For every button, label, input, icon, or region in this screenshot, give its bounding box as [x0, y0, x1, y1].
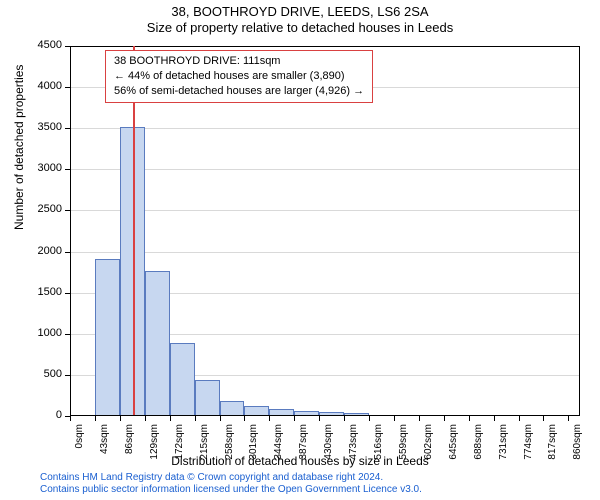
- y-tick-label: 1500: [12, 286, 62, 298]
- y-tick-label: 3000: [12, 162, 62, 174]
- y-tick-label: 2000: [12, 245, 62, 257]
- y-tick-mark: [65, 87, 70, 88]
- x-tick-mark: [419, 416, 420, 421]
- plot-top-border: [70, 46, 580, 47]
- gridline: [71, 128, 579, 129]
- x-axis: [70, 415, 580, 416]
- attribution: Contains HM Land Registry data © Crown c…: [40, 472, 422, 496]
- gridline: [71, 210, 579, 211]
- x-tick-mark: [319, 416, 320, 421]
- x-tick-mark: [195, 416, 196, 421]
- y-tick-label: 1000: [12, 327, 62, 339]
- attribution-line-1: Contains HM Land Registry data © Crown c…: [40, 472, 422, 484]
- y-axis: [70, 46, 71, 416]
- y-tick-mark: [65, 252, 70, 253]
- histogram-bar: [244, 406, 269, 415]
- y-tick-label: 4500: [12, 39, 62, 51]
- x-tick-mark: [494, 416, 495, 421]
- x-tick-mark: [70, 416, 71, 421]
- x-tick-mark: [120, 416, 121, 421]
- histogram-bar: [269, 409, 294, 415]
- y-tick-label: 3500: [12, 121, 62, 133]
- y-tick-mark: [65, 375, 70, 376]
- title-subtitle: Size of property relative to detached ho…: [0, 20, 600, 36]
- histogram-bar: [145, 271, 170, 415]
- y-tick-label: 2500: [12, 203, 62, 215]
- x-tick-mark: [145, 416, 146, 421]
- y-tick-mark: [65, 210, 70, 211]
- x-tick-mark: [95, 416, 96, 421]
- chart-root: 38, BOOTHROYD DRIVE, LEEDS, LS6 2SA Size…: [0, 0, 600, 500]
- x-tick-mark: [543, 416, 544, 421]
- gridline: [71, 169, 579, 170]
- y-tick-mark: [65, 46, 70, 47]
- histogram-bar: [120, 127, 145, 415]
- x-tick-mark: [170, 416, 171, 421]
- x-tick-mark: [519, 416, 520, 421]
- histogram-bar: [220, 401, 245, 415]
- x-tick-mark: [269, 416, 270, 421]
- annotation-line-3: 56% of semi-detached houses are larger (…: [114, 84, 364, 99]
- y-tick-label: 4000: [12, 80, 62, 92]
- annotation-line-2: ← 44% of detached houses are smaller (3,…: [114, 69, 364, 84]
- histogram-bar: [294, 411, 319, 415]
- x-tick-mark: [469, 416, 470, 421]
- title-address: 38, BOOTHROYD DRIVE, LEEDS, LS6 2SA: [0, 4, 600, 20]
- x-tick-mark: [220, 416, 221, 421]
- y-tick-mark: [65, 334, 70, 335]
- x-tick-mark: [344, 416, 345, 421]
- y-tick-mark: [65, 169, 70, 170]
- y-tick-label: 0: [12, 409, 62, 421]
- annotation-line-1: 38 BOOTHROYD DRIVE: 111sqm: [114, 54, 364, 69]
- x-tick-mark: [294, 416, 295, 421]
- gridline: [71, 252, 579, 253]
- histogram-bar: [170, 343, 195, 415]
- histogram-bar: [195, 380, 220, 415]
- y-tick-mark: [65, 293, 70, 294]
- plot-right-border: [579, 46, 580, 416]
- title-block: 38, BOOTHROYD DRIVE, LEEDS, LS6 2SA Size…: [0, 4, 600, 37]
- histogram-bar: [344, 413, 369, 415]
- y-tick-mark: [65, 128, 70, 129]
- annotation-box: 38 BOOTHROYD DRIVE: 111sqm ← 44% of deta…: [105, 50, 373, 103]
- x-tick-mark: [394, 416, 395, 421]
- histogram-bar: [319, 412, 344, 415]
- attribution-line-2: Contains public sector information licen…: [40, 484, 422, 496]
- x-axis-label: Distribution of detached houses by size …: [0, 454, 600, 468]
- x-tick-mark: [568, 416, 569, 421]
- histogram-bar: [95, 259, 120, 415]
- x-tick-mark: [444, 416, 445, 421]
- y-tick-label: 500: [12, 368, 62, 380]
- x-tick-mark: [244, 416, 245, 421]
- x-tick-mark: [369, 416, 370, 421]
